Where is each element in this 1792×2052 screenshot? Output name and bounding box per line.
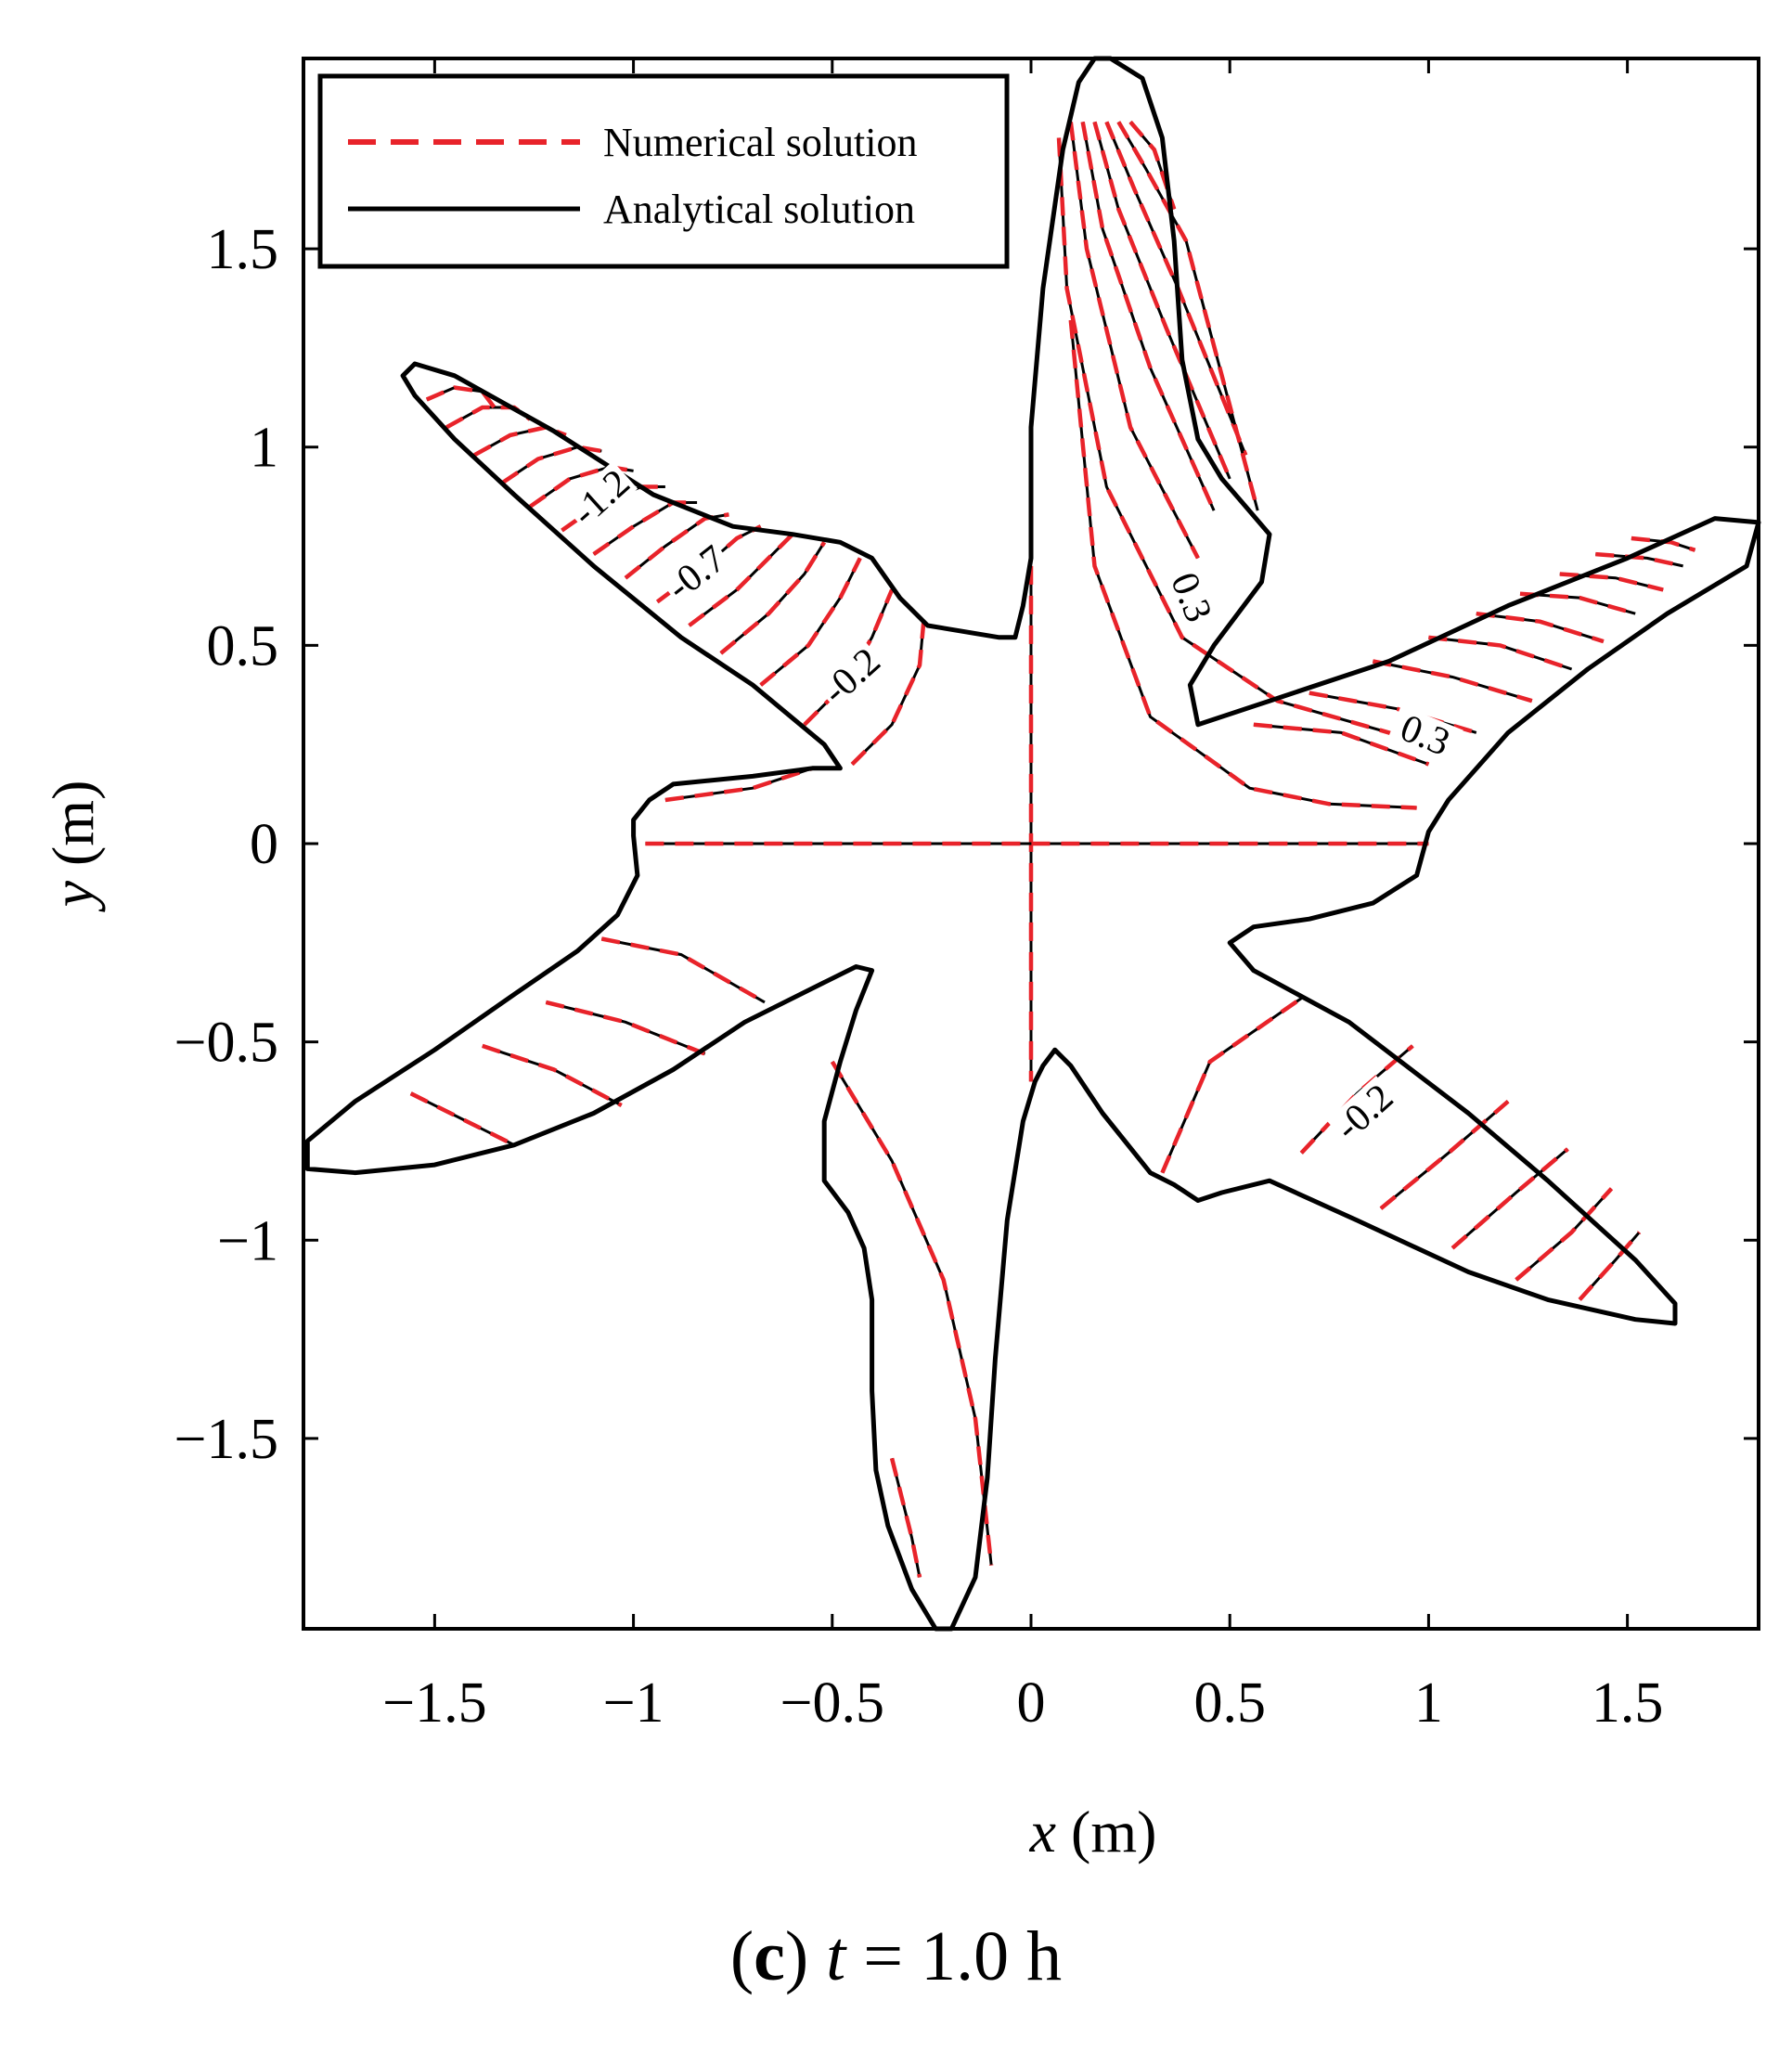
numerical-contour-18 bbox=[545, 1000, 706, 1056]
x-tick-label-6: 1.5 bbox=[1592, 1671, 1664, 1735]
numerical-contour-42 bbox=[1519, 591, 1636, 616]
numerical-contour-35 bbox=[1116, 121, 1260, 511]
numerical-contour-4 bbox=[803, 588, 895, 727]
numerical-contour-29 bbox=[1068, 319, 1417, 810]
y-tick-label-3: 0 bbox=[250, 813, 278, 876]
numerical-contour-5 bbox=[759, 557, 862, 687]
figure-caption: (c) t = 1.0 h bbox=[0, 1916, 1792, 1997]
contour-label-bg-2 bbox=[813, 639, 889, 713]
y-axis-title: y (m) bbox=[40, 781, 106, 913]
numerical-contour-40 bbox=[1428, 635, 1573, 672]
analytical-contour-40 bbox=[1428, 636, 1573, 671]
x-tick-label-3: 0 bbox=[1017, 1671, 1046, 1735]
numerical-contour-10 bbox=[592, 500, 698, 556]
numerical-contour-7 bbox=[688, 533, 794, 627]
contour-labels-group: -1.2-0.7-0.20.30.3-0.2 bbox=[562, 460, 1463, 1149]
legend-box bbox=[317, 73, 1010, 269]
analytical-contour-39 bbox=[1373, 660, 1533, 703]
analytical-contour-21 bbox=[831, 1061, 993, 1566]
y-tick-label-4: −0.5 bbox=[174, 1012, 278, 1075]
numerical-contour-30 bbox=[1056, 137, 1450, 759]
x-tick-label-1: −1 bbox=[603, 1671, 664, 1735]
numerical-contour-24 bbox=[1299, 1044, 1414, 1155]
numerical-contour-45 bbox=[1631, 536, 1696, 552]
x-axis-ticks: −1.5 −1 −0.5 0 0.5 1 1.5 bbox=[382, 58, 1663, 1735]
y-tick-label-1: 1 bbox=[250, 417, 278, 480]
caption-label: (c) bbox=[729, 1917, 809, 1995]
numerical-contour-28 bbox=[1578, 1231, 1642, 1301]
caption-variable: t bbox=[826, 1917, 846, 1995]
contour-lines-group bbox=[409, 120, 1696, 1578]
numerical-contour-17 bbox=[600, 936, 767, 1004]
contour-label-bg-3 bbox=[1162, 559, 1222, 636]
numerical-contour-13 bbox=[500, 445, 602, 485]
analytical-contour-38 bbox=[1309, 691, 1477, 734]
contour-chart: -1.2-0.7-0.20.30.3-0.2 −1.5 −1 −0.5 0 0.5 1 1.… bbox=[40, 56, 1761, 1865]
legend: Numerical solution Analytical solution bbox=[317, 73, 1010, 269]
contour-label-bg-1 bbox=[658, 536, 734, 608]
analytical-contour-22 bbox=[890, 1457, 922, 1578]
analytical-contour-41 bbox=[1476, 612, 1605, 643]
numerical-contour-33 bbox=[1092, 121, 1232, 480]
numerical-contour-16 bbox=[425, 385, 496, 409]
analytical-contour-23 bbox=[1161, 997, 1303, 1174]
x-tick-label-4: 0.5 bbox=[1193, 1671, 1266, 1735]
contour-label-5: -0.2 bbox=[1327, 1076, 1401, 1149]
y-tick-label-2: 0.5 bbox=[207, 614, 279, 678]
numerical-contour-34 bbox=[1104, 121, 1248, 457]
x-tick-label-2: −0.5 bbox=[780, 1671, 884, 1735]
numerical-contour-26 bbox=[1450, 1147, 1569, 1250]
analytical-contour-6 bbox=[719, 541, 826, 655]
y-axis-ticks: 1.5 1 0.5 0 −0.5 −1 −1.5 bbox=[174, 218, 1759, 1471]
numerical-contour-39 bbox=[1372, 659, 1533, 703]
domain-outline bbox=[304, 56, 1761, 1632]
analytical-contour-27 bbox=[1515, 1187, 1613, 1282]
numerical-contour-36 bbox=[1128, 120, 1177, 211]
numerical-contour-31 bbox=[1068, 122, 1200, 560]
legend-label-numerical: Numerical solution bbox=[603, 120, 918, 165]
numerical-contour-9 bbox=[624, 512, 729, 580]
y-tick-label-6: −1.5 bbox=[174, 1408, 278, 1471]
analytical-contour-3 bbox=[851, 621, 925, 766]
numerical-contour-19 bbox=[482, 1043, 623, 1107]
numerical-contour-27 bbox=[1515, 1187, 1614, 1282]
contour-label-bg-5 bbox=[1326, 1076, 1401, 1149]
numerical-contour-32 bbox=[1080, 121, 1217, 512]
numerical-contour-6 bbox=[719, 541, 827, 655]
numerical-contour-20 bbox=[409, 1091, 516, 1147]
analytical-contour-17 bbox=[601, 937, 766, 1004]
contour-label-bg-0 bbox=[562, 460, 638, 534]
numerical-contour-44 bbox=[1595, 551, 1684, 569]
x-tick-label-0: −1.5 bbox=[382, 1671, 486, 1735]
analytical-contour-18 bbox=[545, 1000, 706, 1055]
numerical-contour-23 bbox=[1160, 996, 1303, 1174]
y-tick-label-5: −1 bbox=[217, 1209, 278, 1272]
legend-label-analytical: Analytical solution bbox=[603, 187, 915, 232]
contour-label-bg-4 bbox=[1387, 704, 1463, 765]
numerical-contour-2 bbox=[664, 766, 814, 803]
caption-value: = 1.0 h bbox=[863, 1917, 1063, 1995]
y-tick-label-0: 1.5 bbox=[207, 218, 279, 281]
x-tick-label-5: 1 bbox=[1414, 1671, 1443, 1735]
numerical-contour-37 bbox=[1253, 722, 1430, 767]
x-axis-title: x (m) bbox=[1029, 1799, 1157, 1865]
numerical-contour-41 bbox=[1476, 611, 1605, 644]
numerical-contour-22 bbox=[889, 1457, 922, 1578]
numerical-contour-21 bbox=[830, 1060, 994, 1566]
numerical-contour-12 bbox=[528, 464, 634, 509]
analytical-contour-25 bbox=[1380, 1100, 1510, 1210]
